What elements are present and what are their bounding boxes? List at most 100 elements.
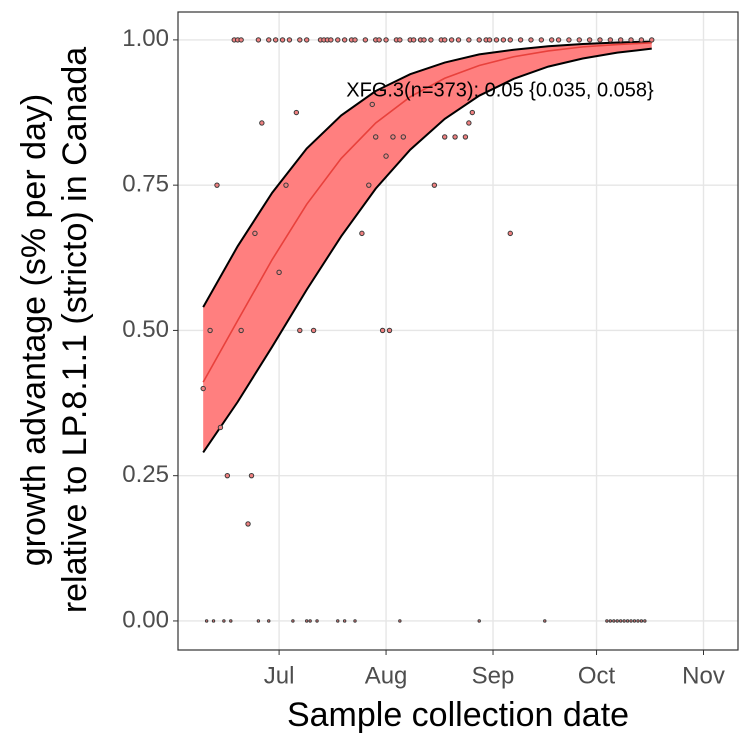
y-tick-label: 0.00 [122, 606, 169, 633]
data-point [369, 101, 375, 108]
data-point [376, 37, 382, 43]
data-point [615, 619, 619, 623]
data-point [304, 619, 309, 623]
data-point [469, 109, 476, 116]
data-point [359, 230, 365, 237]
data-point [291, 619, 295, 623]
data-point [625, 619, 630, 623]
data-point [608, 619, 613, 623]
data-point [383, 37, 389, 43]
data-point [297, 37, 303, 43]
data-point [303, 37, 310, 43]
data-point [566, 37, 572, 43]
data-point [252, 230, 258, 237]
data-point [605, 619, 609, 623]
data-point [538, 37, 545, 43]
data-point [341, 37, 348, 43]
x-tick-label: Nov [682, 662, 725, 689]
data-point [297, 327, 303, 334]
data-point [222, 619, 226, 623]
data-point [279, 37, 286, 43]
data-point [555, 37, 562, 43]
data-point [266, 37, 272, 43]
data-point [629, 619, 633, 623]
y-tick-label: 0.25 [122, 461, 169, 488]
data-point [476, 37, 482, 43]
data-point [238, 37, 244, 43]
data-point [452, 134, 458, 140]
data-point [477, 619, 481, 623]
data-point [576, 37, 582, 43]
data-point [410, 37, 417, 43]
data-point [649, 37, 655, 43]
data-point [390, 134, 396, 140]
plot-area [200, 37, 655, 623]
data-point [272, 37, 279, 43]
data-point [276, 269, 282, 276]
data-point [486, 37, 493, 43]
y-tick-label: 0.75 [122, 170, 169, 197]
data-point [636, 619, 640, 623]
data-point [224, 472, 231, 479]
data-point [373, 134, 379, 140]
data-point [238, 327, 244, 334]
data-point [200, 385, 206, 392]
data-point [248, 472, 255, 479]
data-point [229, 619, 233, 623]
data-point [462, 134, 469, 140]
data-point [622, 619, 626, 623]
data-point [493, 37, 500, 43]
x-tick-label: Oct [578, 662, 616, 689]
data-point [379, 327, 386, 334]
data-point [607, 37, 614, 43]
data-point [586, 37, 593, 43]
data-point [397, 37, 403, 43]
data-point [466, 120, 472, 126]
data-point [283, 182, 289, 188]
data-point [245, 521, 251, 527]
x-axis-title: Sample collection date [287, 696, 629, 734]
data-point [639, 619, 644, 623]
data-point [214, 182, 220, 188]
data-point [612, 619, 616, 623]
x-tick-label: Jul [264, 662, 295, 689]
confidence-band [203, 41, 652, 453]
data-point [500, 37, 507, 43]
data-point [466, 37, 472, 43]
data-point [293, 109, 300, 116]
data-point [286, 37, 293, 43]
data-point [448, 37, 455, 43]
data-point [342, 619, 347, 623]
data-point [259, 120, 265, 126]
fit-line [202, 41, 652, 383]
band-edge [202, 40, 652, 308]
data-point [543, 619, 547, 623]
data-point [256, 619, 261, 623]
band-edge [202, 47, 652, 454]
y-tick-label: 0.50 [122, 316, 169, 343]
data-point [400, 134, 407, 140]
data-point [517, 37, 524, 43]
data-point [638, 37, 645, 43]
data-point [548, 37, 555, 43]
data-point [217, 424, 224, 431]
y-tick-label: 1.00 [122, 25, 169, 52]
data-point [386, 327, 393, 334]
y-axis-title: growth advantage (s% per day) [15, 94, 53, 566]
data-point [211, 619, 216, 623]
x-tick-label: Aug [365, 662, 408, 689]
x-tick-label: Sep [472, 662, 515, 689]
panel-border [177, 11, 739, 651]
data-point [455, 37, 462, 43]
data-point [336, 619, 340, 623]
data-point [643, 619, 647, 623]
data-point [507, 37, 513, 43]
data-point [398, 619, 402, 623]
data-point [255, 37, 262, 43]
data-point [442, 134, 448, 140]
data-point [308, 619, 312, 623]
data-point [442, 37, 448, 43]
data-point [310, 327, 317, 334]
data-point [207, 327, 213, 334]
